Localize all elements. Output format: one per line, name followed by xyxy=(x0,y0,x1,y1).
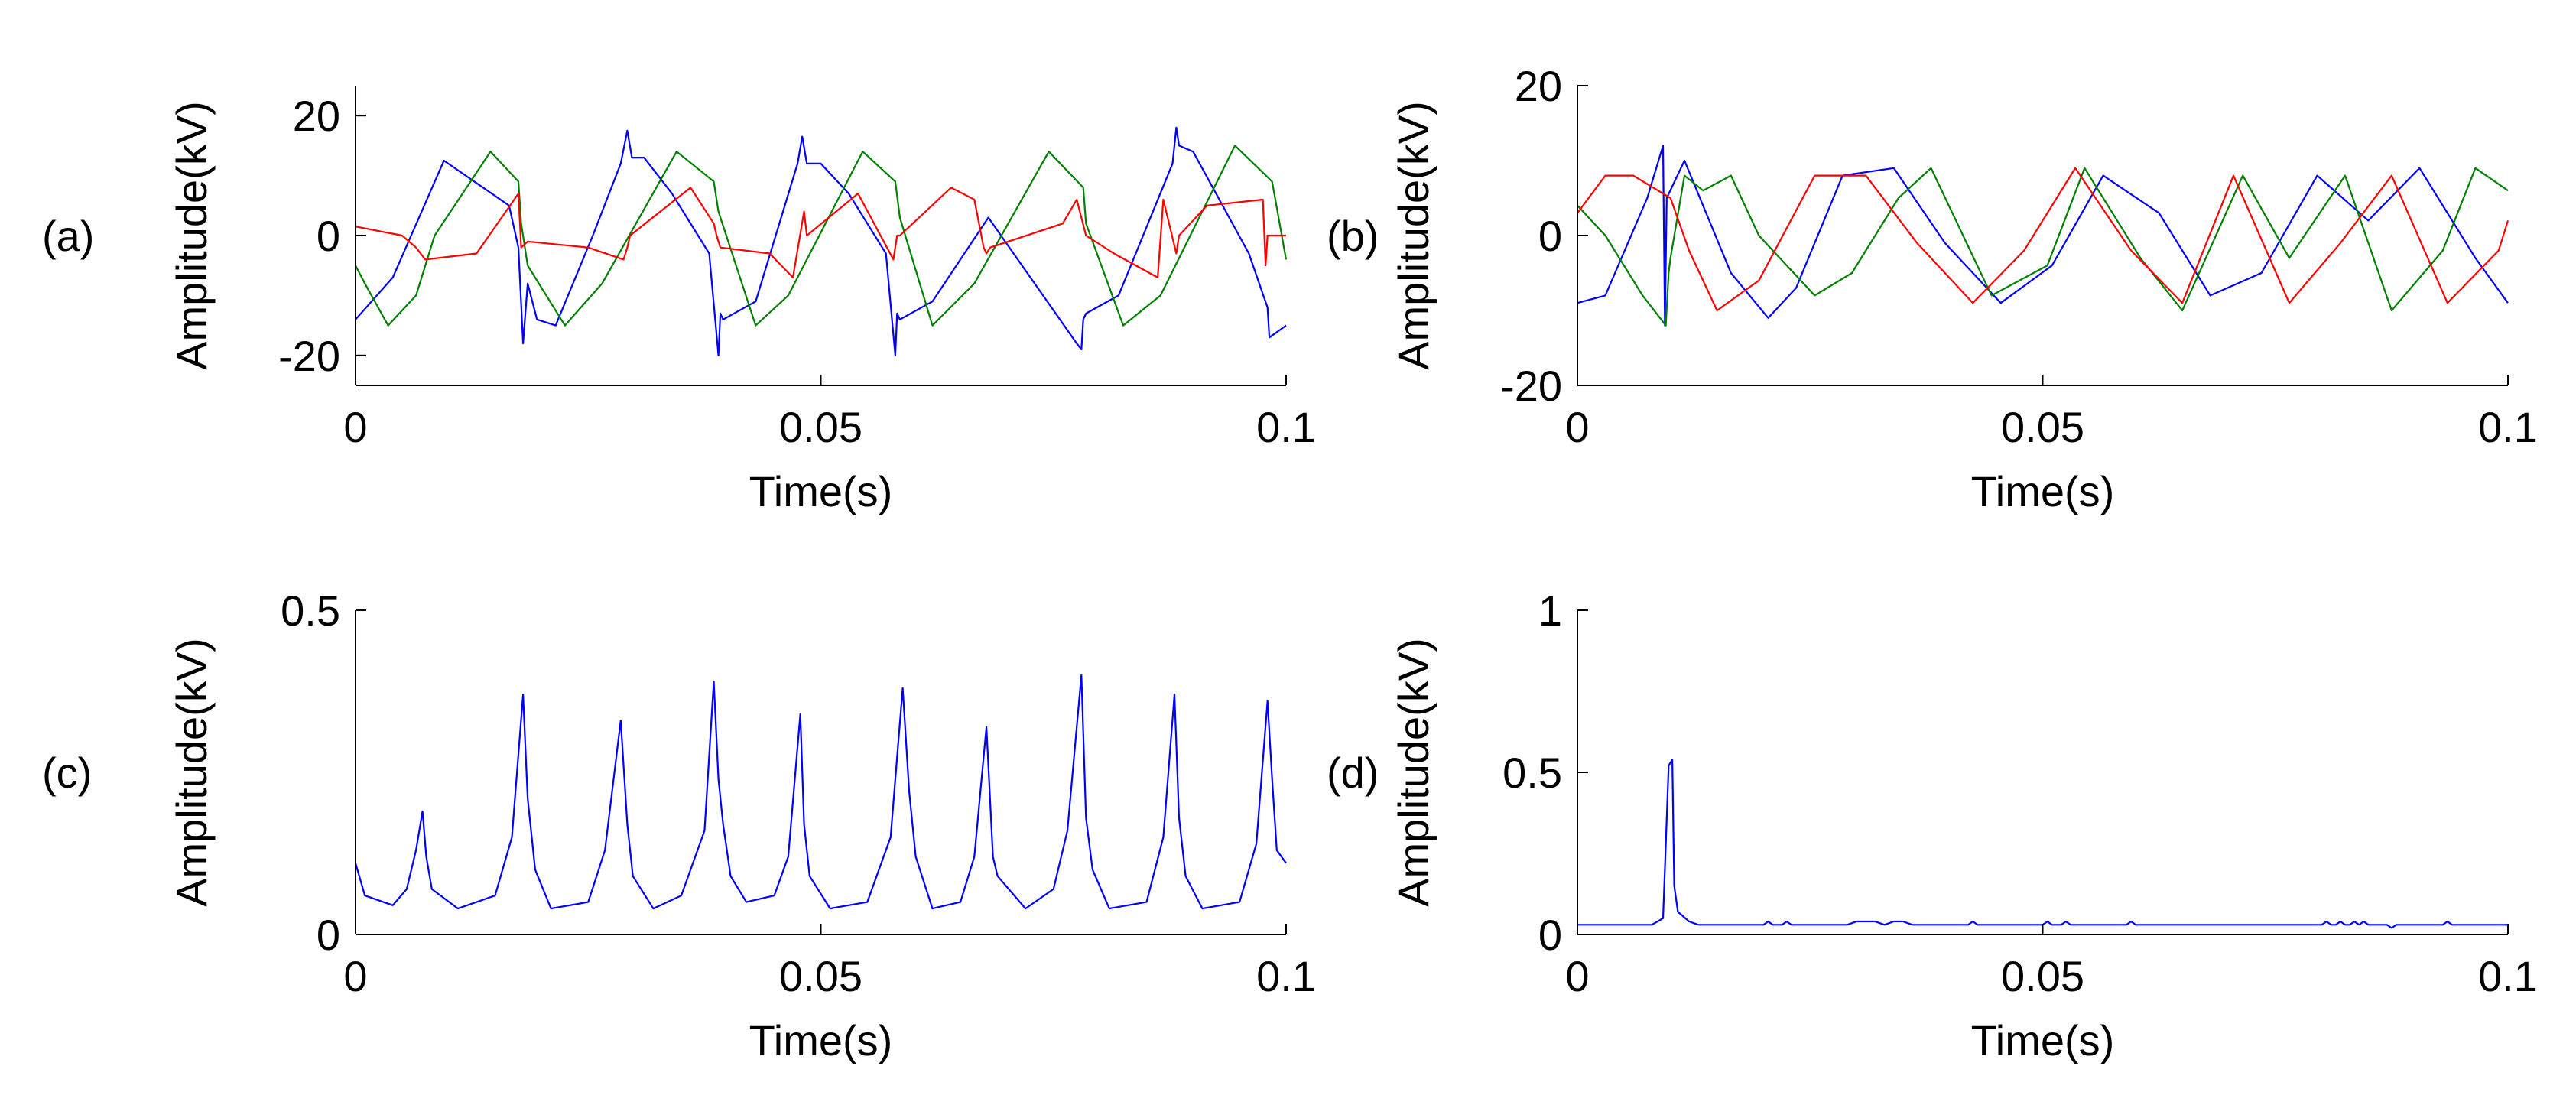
panel-c-x-tick-label: 0.1 xyxy=(1256,952,1316,1000)
panel-d-y-tick-label: 0 xyxy=(1538,911,1562,959)
panel-b-series-phase-blue xyxy=(1577,145,2509,327)
panel-c-y-axis-label: Amplitude(kV) xyxy=(167,638,216,907)
panel-c-x-tick-label: 0 xyxy=(343,952,367,1000)
panel-d-y-axis-label: Amplitude(kV) xyxy=(1389,638,1437,907)
panel-b-y-axis-label: Amplitude(kV) xyxy=(1389,101,1437,370)
panel-d-plot-area xyxy=(1577,610,2508,934)
panel-d-x-tick-label: 0.05 xyxy=(2001,952,2084,1000)
panel-d-label: (d) xyxy=(1327,749,1379,797)
panel-d: 0 0.05 0.1 0 0.5 1 Time(s) Amplitude(kV)(d) xyxy=(1327,587,2538,1064)
panel-b-x-tick-label: 0.1 xyxy=(2478,403,2538,451)
panel-b-x-axis-label: Time(s) xyxy=(1971,467,2115,515)
panel-c-label: (c) xyxy=(42,749,92,797)
panel-b-x-tick-label: 0.05 xyxy=(2001,403,2084,451)
panel-d-x-tick-label: 0.1 xyxy=(2478,952,2538,1000)
panel-c: 0 0.05 0.1 0 0.5 Time(s) Amplitude(kV) (c) xyxy=(42,587,1316,1064)
panel-a-plot-area xyxy=(356,86,1286,385)
panel-d-y-tick-label: 1 xyxy=(1538,587,1562,635)
panel-d-x-axis-label: Time(s) xyxy=(1971,1016,2115,1064)
panel-a-x-tick-label: 0.05 xyxy=(779,403,862,451)
panel-a-y-tick-label: -20 xyxy=(278,332,340,380)
panel-a-label: (a) xyxy=(42,212,94,260)
panel-a-series-phase-blue xyxy=(355,126,1287,356)
panel-b-label: (b) xyxy=(1327,212,1379,260)
panel-d-y-tick-label: 0.5 xyxy=(1502,749,1562,797)
panel-c-plot-area xyxy=(356,610,1286,934)
panel-b-series-phase-green xyxy=(1577,167,2509,327)
panel-a-x-tick-label: 0 xyxy=(343,403,367,451)
panel-c-x-axis-label: Time(s) xyxy=(749,1016,893,1064)
panel-d-series-noise-envelope xyxy=(1577,758,2508,929)
panel-a-series-phase-red xyxy=(355,187,1286,278)
panel-c-series-noise-envelope xyxy=(354,674,1287,910)
panel-c-y-tick-label: 0.5 xyxy=(281,587,340,635)
panel-a-x-tick-label: 0.1 xyxy=(1256,403,1316,451)
panel-d-x-tick-label: 0 xyxy=(1565,952,1589,1000)
panel-a-y-tick-label: 0 xyxy=(317,212,340,260)
panel-c-y-tick-label: 0 xyxy=(317,911,340,959)
panel-b-series-phase-red xyxy=(1577,167,2509,312)
panel-a-y-tick-label: 20 xyxy=(293,92,340,140)
panel-c-x-tick-label: 0.05 xyxy=(779,952,862,1000)
panel-b-y-tick-label: -20 xyxy=(1500,362,1562,410)
panel-b-plot-area xyxy=(1577,86,2508,385)
panel-b-x-tick-label: 0 xyxy=(1565,403,1589,451)
panel-a-x-axis-label: Time(s) xyxy=(749,467,893,515)
panel-a-series-phase-green xyxy=(355,145,1288,327)
panel-a-y-axis-label: Amplitude(kV) xyxy=(167,101,216,370)
panel-b-y-tick-label: 0 xyxy=(1538,212,1562,260)
panel-b-y-tick-label: 20 xyxy=(1515,62,1562,110)
